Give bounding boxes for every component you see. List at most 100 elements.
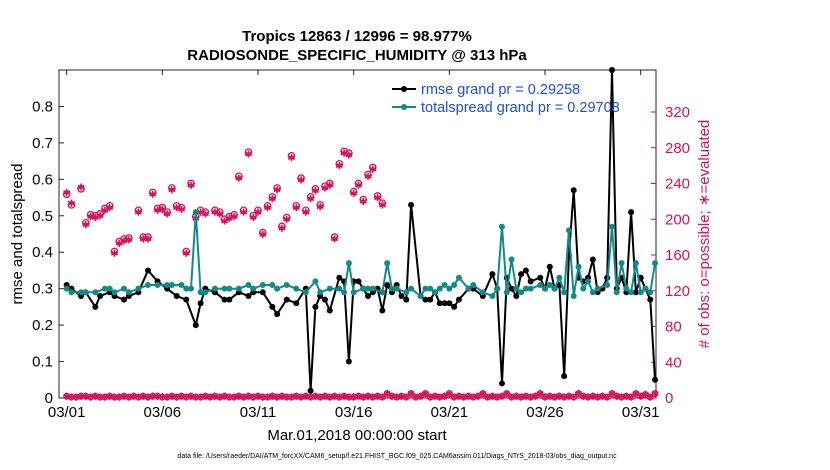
rmse-point: [321, 296, 328, 303]
y-tick-label: 0.1: [32, 354, 53, 371]
totalspread-point: [369, 285, 376, 292]
obs-evaluated-marker: [254, 208, 262, 216]
star-stroke: [407, 391, 415, 397]
totalspread-point: [403, 289, 410, 296]
star-stroke: [364, 173, 372, 179]
totalspread-point: [503, 289, 510, 296]
totalspread-point: [101, 285, 108, 292]
obs-evaluated-marker: [273, 186, 281, 194]
obs-evaluated-marker: [106, 204, 114, 212]
totalspread-point: [542, 285, 549, 292]
totalspread-point: [350, 289, 357, 296]
totalspread-point: [642, 285, 649, 292]
totalspread-point: [594, 285, 601, 292]
obs-evaluated-marker: [340, 149, 348, 157]
obs-evaluated-marker: [302, 208, 310, 216]
star-stroke: [235, 175, 243, 181]
totalspread-point: [274, 285, 281, 292]
obs-evaluated-marker: [77, 183, 85, 191]
x-tick-label: 03/26: [526, 404, 564, 421]
star-stroke: [120, 238, 128, 244]
totalspread-point: [431, 289, 438, 296]
star-stroke: [326, 182, 334, 188]
legend-rmse-marker: [401, 86, 407, 92]
totalspread-point: [427, 285, 434, 292]
star-stroke: [259, 231, 267, 237]
totalspread-point: [245, 282, 252, 289]
obs-evaluated-marker: [264, 204, 272, 212]
star-stroke: [307, 196, 315, 202]
totalspread-point: [647, 289, 654, 296]
obs-evaluated-marker: [158, 205, 166, 214]
y2-tick-label: 40: [665, 354, 682, 371]
star-stroke: [331, 236, 339, 242]
obs-evaluated-marker: [67, 199, 75, 207]
rmse-point: [226, 296, 233, 303]
star-stroke: [240, 209, 248, 215]
star-stroke: [149, 191, 157, 197]
totalspread-point: [183, 285, 190, 292]
star-stroke: [369, 166, 377, 172]
rmse-point: [312, 303, 319, 310]
obs-evaluated-marker: [110, 249, 119, 257]
y2-tick-label: 80: [665, 319, 682, 336]
totalspread-point: [168, 282, 175, 289]
totalspread-point: [235, 285, 242, 292]
totalspread-point: [508, 256, 515, 263]
obs-evaluated-marker: [331, 235, 339, 243]
star-stroke: [106, 205, 114, 211]
obs-evaluated-marker: [96, 212, 104, 220]
star-stroke: [216, 211, 224, 217]
totalspread-point: [188, 285, 195, 292]
obs-evaluated-marker: [307, 195, 315, 203]
star-stroke: [96, 213, 104, 219]
legend-totalspread-marker: [401, 104, 407, 110]
star-stroke: [168, 187, 176, 193]
totalspread-point: [522, 285, 529, 292]
star-stroke: [134, 209, 142, 215]
obs-evaluated-marker: [345, 151, 353, 159]
rmse-point: [561, 373, 568, 380]
totalspread-point: [135, 285, 142, 292]
rmse-point: [408, 201, 415, 208]
totalspread-point: [269, 282, 276, 289]
star-stroke: [249, 214, 257, 220]
obs-evaluated-marker: [249, 213, 257, 222]
totalspread-point: [652, 260, 659, 267]
x-tick-label: 03/31: [622, 404, 660, 421]
obs-evaluated-marker: [177, 205, 185, 214]
totalspread-point: [202, 289, 209, 296]
totalspread-point: [293, 285, 300, 292]
y-tick-label: 0: [45, 390, 53, 407]
totalspread-point: [379, 289, 386, 296]
rmse-point: [628, 209, 635, 216]
totalspread-point: [580, 285, 587, 292]
rmse-point: [513, 292, 520, 299]
star-stroke: [244, 151, 252, 157]
obs-evaluated-marker: [278, 224, 286, 232]
totalspread-point: [283, 282, 290, 289]
rmse-point: [498, 380, 505, 387]
rmse-point: [293, 300, 300, 307]
obs-evaluated-marker: [240, 208, 248, 216]
x-tick-label: 03/11: [240, 404, 276, 421]
rmse-point: [451, 303, 458, 310]
y-axis-right: 0 40 80 120 160 200 240 280 320: [651, 104, 690, 407]
totalspread-point: [632, 260, 639, 267]
rmse-point: [355, 278, 362, 285]
obs-evaluated-marker: [225, 214, 233, 222]
obs-evaluated-marker: [211, 208, 219, 216]
star-stroke: [292, 205, 300, 211]
y-tick-label: 0.8: [32, 98, 53, 115]
star-stroke: [182, 250, 190, 256]
totalspread-point: [565, 227, 572, 234]
obs-evaluated-marker: [359, 197, 367, 205]
star-stroke: [154, 207, 162, 213]
obs-evaluated-marker: [287, 153, 296, 162]
rmse-point: [608, 67, 615, 73]
obs-evaluated-marker: [82, 221, 90, 229]
rmse-point: [183, 296, 190, 303]
obs-evaluated-marker: [134, 208, 142, 216]
obs-evaluated-marker: [374, 194, 382, 202]
totalspread-point: [111, 289, 118, 296]
